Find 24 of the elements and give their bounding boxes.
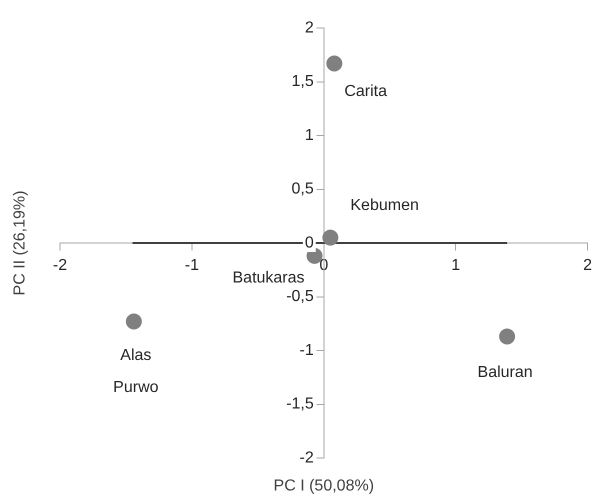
point: [322, 230, 338, 246]
y-tick-label: 1,5: [292, 73, 314, 90]
annotation: Kebumen: [350, 197, 419, 214]
y-axis-title: PC II (26,19%): [11, 190, 28, 296]
annotation: Carita: [344, 82, 388, 100]
annotation: Alas Purwo: [113, 346, 159, 396]
x-axis-title: PC I (50,08%): [274, 477, 374, 494]
point: [126, 313, 142, 330]
y-tick-label: -1: [300, 342, 314, 359]
y-tick-label: -1,5: [286, 396, 314, 413]
y-tick-label: 0: [304, 234, 314, 252]
y-tick-label: 2: [304, 19, 314, 36]
y-tick-label: 0,5: [292, 180, 314, 198]
point: [326, 55, 342, 72]
point: [499, 328, 516, 345]
y-tick-label: 1: [304, 126, 314, 144]
x-tick-label: 1: [451, 257, 460, 274]
y-tick-label: -0,5: [286, 288, 314, 306]
annotation: Baluran: [478, 364, 533, 381]
annotation: Batukaras: [232, 269, 305, 286]
x-tick-label: -2: [52, 257, 68, 274]
x-tick-label: 2: [583, 257, 592, 274]
x-tick-label: -1: [184, 257, 200, 274]
y-tick-label: -2: [300, 449, 314, 466]
